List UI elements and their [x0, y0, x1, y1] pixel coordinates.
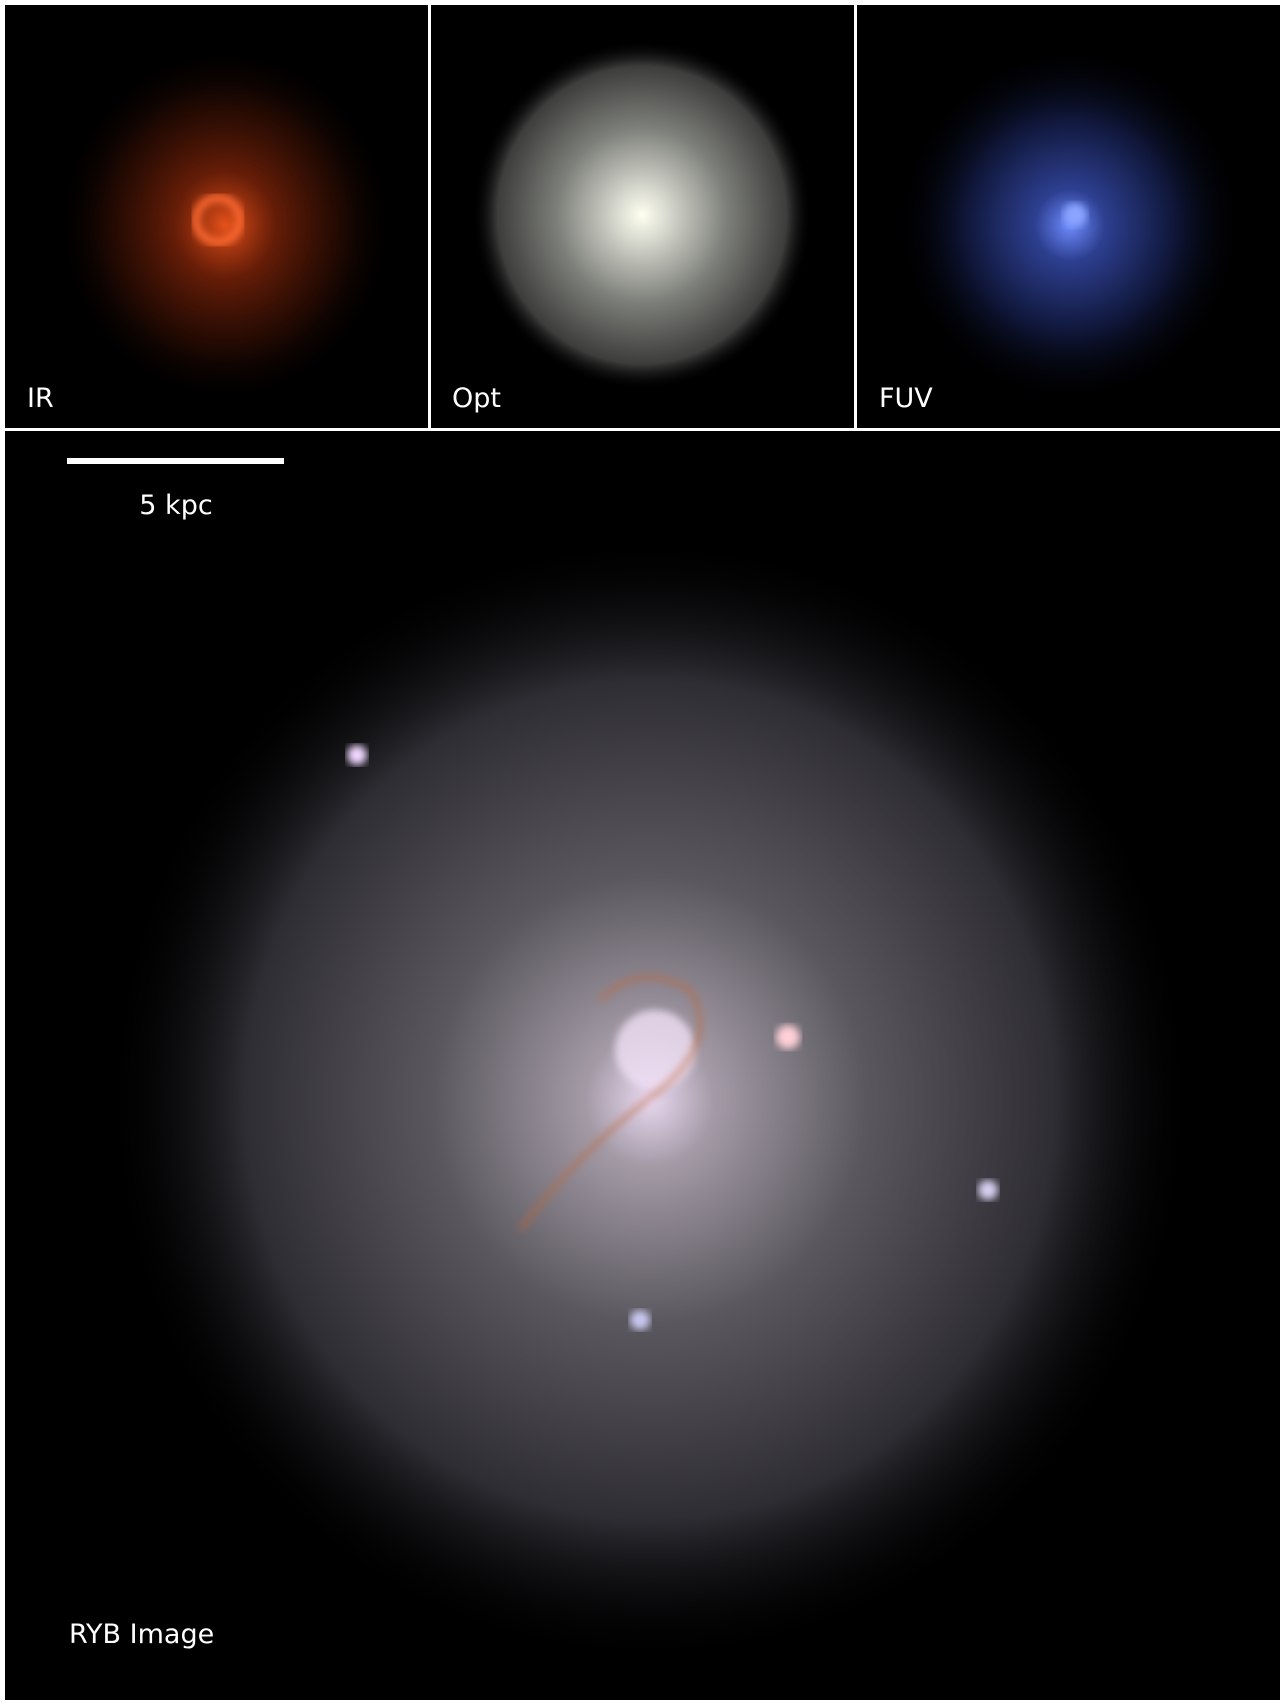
main-core [615, 1010, 695, 1090]
hii-region [776, 1025, 800, 1049]
opt-galaxy [472, 40, 812, 390]
ir-galaxy [55, 45, 395, 405]
scale-bar-label: 5 kpc [139, 490, 212, 521]
hii-region [630, 1310, 650, 1330]
fuv-core [1063, 203, 1087, 227]
panel-label: IR [27, 383, 54, 414]
hii-region [347, 745, 367, 765]
panel-label: Opt [452, 383, 501, 414]
hii-region [978, 1180, 998, 1200]
dust-lane [518, 975, 702, 1232]
panel-label: FUV [879, 383, 933, 414]
ir-core [192, 194, 244, 246]
main-panel-label: RYB Image [69, 1619, 214, 1650]
